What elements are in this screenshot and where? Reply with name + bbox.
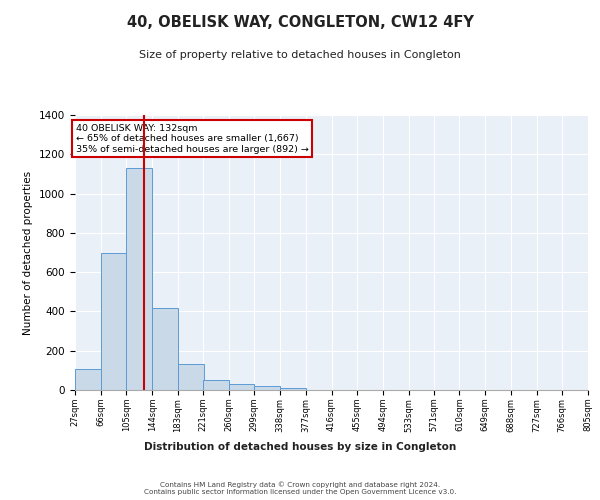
Text: 40 OBELISK WAY: 132sqm
← 65% of detached houses are smaller (1,667)
35% of semi-: 40 OBELISK WAY: 132sqm ← 65% of detached… — [76, 124, 308, 154]
Bar — [75, 369, 101, 390]
Bar — [178, 364, 203, 390]
Bar — [229, 384, 254, 390]
Text: Size of property relative to detached houses in Congleton: Size of property relative to detached ho… — [139, 50, 461, 60]
Text: 40, OBELISK WAY, CONGLETON, CW12 4FY: 40, OBELISK WAY, CONGLETON, CW12 4FY — [127, 15, 473, 30]
Text: Distribution of detached houses by size in Congleton: Distribution of detached houses by size … — [144, 442, 456, 452]
Bar — [152, 308, 178, 390]
Bar — [203, 380, 229, 390]
Bar — [127, 168, 152, 390]
Text: Contains HM Land Registry data © Crown copyright and database right 2024.
Contai: Contains HM Land Registry data © Crown c… — [144, 482, 456, 495]
Bar — [101, 252, 127, 390]
Y-axis label: Number of detached properties: Number of detached properties — [23, 170, 34, 334]
Bar — [280, 388, 306, 390]
Bar — [254, 386, 280, 390]
